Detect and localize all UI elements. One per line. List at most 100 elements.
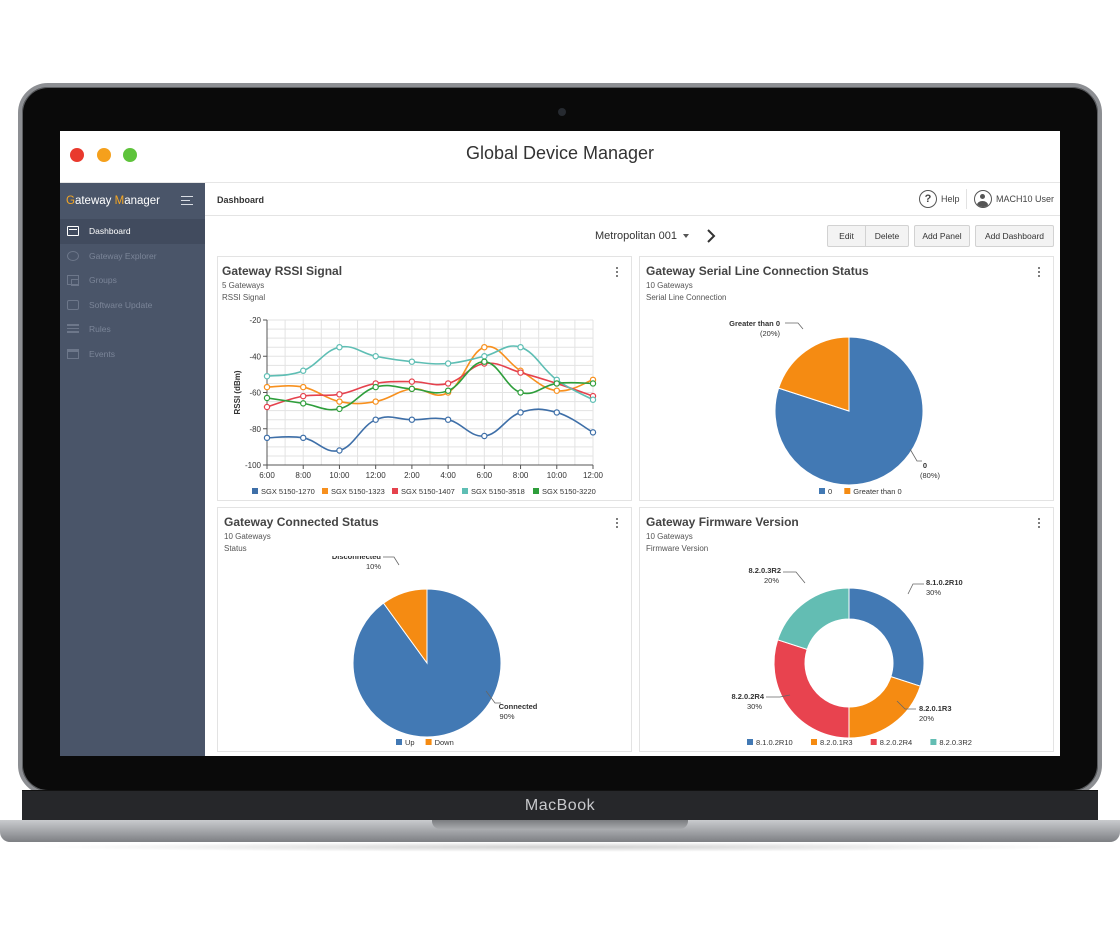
rules-icon [67, 324, 79, 334]
main-content: Dashboard ? Help MACH10 User Metropolita… [205, 183, 1060, 756]
sidebar-item-label: Events [89, 348, 115, 359]
data-point [408, 385, 416, 393]
x-tick-label: 8:00 [295, 471, 311, 480]
panel-title: Gateway RSSI Signal [222, 264, 343, 278]
data-point [372, 398, 379, 405]
data-point [517, 389, 524, 396]
sidebar-item-software-update[interactable]: Software Update [60, 293, 205, 318]
legend-entry: 8.2.0.2R4 [880, 738, 913, 747]
data-point [553, 380, 560, 387]
laptop-notch [432, 820, 688, 829]
sidebar-nav: Dashboard Gateway Explorer Groups Softwa… [60, 219, 205, 366]
data-point [336, 343, 343, 351]
data-point [263, 403, 271, 411]
maximize-window-button[interactable] [123, 148, 137, 162]
slice-percent: (80%) [920, 471, 941, 480]
sidebar-item-rules[interactable]: Rules [60, 317, 205, 342]
slice-percent: 90% [499, 712, 514, 721]
data-point [517, 409, 524, 416]
sidebar-item-events[interactable]: Events [60, 342, 205, 367]
y-tick-label: -40 [249, 352, 261, 361]
serial-line-panel: Gateway Serial Line Connection Status 10… [639, 256, 1054, 501]
data-point [372, 383, 379, 391]
x-tick-label: 12:00 [583, 471, 604, 480]
slice-label: 8.1.0.2R10 [926, 578, 963, 587]
series-line [266, 345, 594, 401]
help-icon: ? [919, 190, 937, 208]
window-titlebar: Global Device Manager [60, 131, 1060, 183]
data-point [300, 392, 307, 400]
legend-swatch [462, 488, 468, 494]
series-line [266, 362, 594, 408]
pie-slice [777, 336, 850, 412]
data-point [263, 372, 271, 380]
panel-menu-icon[interactable] [1038, 267, 1041, 277]
hamburger-menu-icon[interactable] [181, 196, 193, 206]
data-point [553, 387, 560, 394]
legend-swatch [930, 739, 937, 745]
sidebar-item-gateway-explorer[interactable]: Gateway Explorer [60, 244, 205, 269]
data-point [589, 429, 597, 436]
slice-percent: (20%) [760, 329, 781, 338]
legend-entry: 8.2.0.1R3 [820, 738, 853, 747]
connected-status-panel: Gateway Connected Status 10 Gateways Sta… [217, 507, 632, 752]
laptop-shadow [30, 842, 1090, 852]
add-dashboard-button[interactable]: Add Dashboard [975, 225, 1054, 247]
slice-percent: 10% [366, 562, 381, 571]
data-point [263, 383, 271, 391]
legend-swatch [811, 739, 817, 745]
slice-label: 0 [923, 461, 927, 470]
panel-title: Gateway Serial Line Connection Status [646, 264, 869, 278]
sidebar-item-groups[interactable]: Groups [60, 268, 205, 293]
panel-menu-icon[interactable] [616, 267, 619, 277]
data-point [336, 405, 343, 413]
panel-subtitle: 5 Gateways [222, 281, 265, 290]
delete-button[interactable]: Delete [865, 225, 909, 247]
sidebar-item-label: Groups [89, 275, 117, 286]
dashboard-selector[interactable]: Metropolitan 001 [595, 230, 689, 242]
legend-entry: Up [405, 738, 415, 747]
next-dashboard-arrow-icon[interactable] [704, 228, 718, 244]
header-divider [966, 189, 967, 209]
x-tick-label: 8:00 [513, 471, 529, 480]
label-leader-line [907, 583, 924, 595]
user-name: MACH10 User [996, 194, 1055, 204]
close-window-button[interactable] [70, 148, 84, 162]
sidebar-item-dashboard[interactable]: Dashboard [60, 219, 205, 244]
brand-letter-g: G [66, 195, 75, 207]
data-point [444, 387, 452, 394]
label-leader-line [485, 690, 501, 704]
slice-percent: 20% [919, 714, 934, 723]
legend-swatch [533, 488, 539, 494]
data-point [372, 353, 379, 360]
minimize-window-button[interactable] [97, 148, 111, 162]
legend-swatch [322, 488, 328, 494]
legend-swatch [252, 488, 258, 494]
x-tick-label: 6:00 [477, 471, 493, 480]
add-panel-button[interactable]: Add Panel [914, 225, 970, 247]
help-button[interactable]: ? Help [919, 190, 960, 208]
brand-letter-m: M [114, 195, 125, 207]
data-point [263, 394, 271, 402]
user-menu[interactable]: MACH10 User [974, 190, 1054, 208]
sidebar-item-label: Rules [89, 324, 111, 335]
dashboard-icon [67, 226, 79, 237]
label-leader-line [383, 556, 400, 566]
explorer-icon [67, 250, 79, 261]
panel-subtitle: 10 Gateways [224, 532, 271, 541]
panel-menu-icon[interactable] [616, 518, 619, 528]
panel-subtitle: 10 Gateways [646, 281, 693, 290]
slice-percent: 30% [747, 702, 762, 711]
groups-icon [67, 275, 79, 287]
legend-swatch [747, 739, 753, 745]
pie-slice [773, 639, 850, 739]
label-leader-line [783, 571, 806, 584]
pie-slice [848, 675, 921, 739]
data-point [517, 343, 524, 351]
edit-button[interactable]: Edit [827, 225, 866, 247]
x-tick-label: 10:00 [547, 471, 568, 480]
panel-menu-icon[interactable] [1038, 518, 1041, 528]
y-tick-label: -60 [249, 389, 261, 398]
y-tick-label: -100 [245, 461, 262, 470]
data-point [336, 391, 343, 398]
